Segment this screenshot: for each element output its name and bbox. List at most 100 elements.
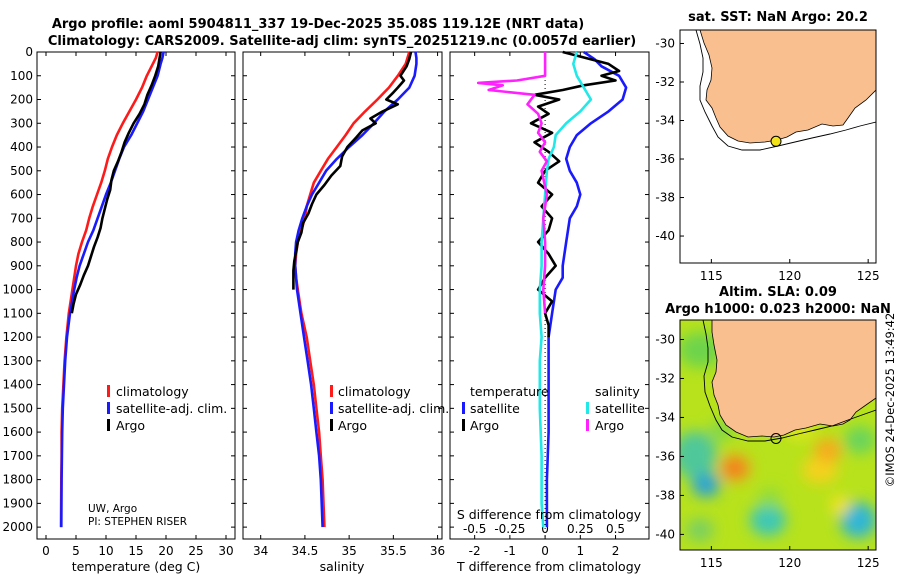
difference-axes <box>449 51 650 540</box>
map-y-tick-label: -40 <box>655 229 675 243</box>
x-tick-label: 34 <box>253 544 268 558</box>
y-tick-label: 2000 <box>2 520 33 534</box>
y-tick-label: 300 <box>10 116 33 130</box>
y-tick-label: 0 <box>25 45 33 59</box>
series-satellite-t <box>545 50 628 528</box>
map-y-tick-label: -30 <box>655 36 675 50</box>
legend-marker-argo-s <box>586 419 589 431</box>
x-tick-label: -1 <box>504 544 516 558</box>
sla-map-title-1: Altim. SLA: 0.09 <box>719 285 837 300</box>
title-line-1: Argo profile: aoml 5904811_337 19-Dec-20… <box>52 17 584 32</box>
y-tick-label: 700 <box>10 211 33 225</box>
y-tick-label: 100 <box>10 69 33 83</box>
s-tick-label: -0.5 <box>463 522 486 536</box>
x-tick-label: 34.5 <box>292 544 319 558</box>
map-y-tick-label: -34 <box>655 410 675 424</box>
argo-location-marker <box>770 135 782 147</box>
y-tick-label: 800 <box>10 235 33 249</box>
y-tick-label: 900 <box>10 259 33 273</box>
y-tick-label: 1800 <box>2 473 33 487</box>
difference-top-xlabel: S difference from climatology <box>457 507 642 522</box>
y-tick-label: 1600 <box>2 425 33 439</box>
x-tick-label: 1 <box>576 544 584 558</box>
map-x-tick-label: 120 <box>778 556 801 570</box>
x-tick-label: 10 <box>98 544 113 558</box>
temperature-legend: climatology satellite-adj. clim. Argo <box>107 384 227 433</box>
land-australia <box>699 30 876 144</box>
map-y-tick-label: -38 <box>655 488 675 502</box>
x-tick-label: 20 <box>158 544 173 558</box>
sla-map-ticks: 115 120 125 -30 -32 -34 -36 -38 -40 <box>655 332 879 570</box>
sst-map-frame <box>679 29 877 264</box>
difference-legend: temperature salinity satellite Argo sate… <box>462 384 645 433</box>
map-y-tick-label: -36 <box>655 449 675 463</box>
y-tick-label: 400 <box>10 140 33 154</box>
y-tick-label: 1900 <box>2 496 33 510</box>
y-tick-label: 1100 <box>2 306 33 320</box>
legend-header-salinity: salinity <box>595 384 640 399</box>
map-y-tick-label: -40 <box>655 527 675 541</box>
salinity-xlabel: salinity <box>320 559 365 574</box>
legend-climatology: climatology <box>116 384 189 399</box>
salinity-legend: climatology satellite-adj. clim. Argo <box>330 384 449 433</box>
credit-line-2: PI: STEPHEN RISER <box>88 516 187 528</box>
s-tick-label: -0.25 <box>494 522 525 536</box>
series-satellite-adj-clim <box>60 51 165 528</box>
legend-marker-argo-t <box>462 419 465 431</box>
legend-sat-t: satellite <box>470 401 520 416</box>
y-tick-label: 1500 <box>2 401 33 415</box>
sst-map-title: sat. SST: NaN Argo: 20.2 <box>688 10 868 25</box>
sla-map-panel: Altim. SLA: 0.09 Argo h1000: 0.023 h2000… <box>655 285 890 570</box>
sla-map-title-2: Argo h1000: 0.023 h2000: NaN <box>665 302 891 317</box>
s-tick-label: 0 <box>541 522 549 536</box>
map-x-tick-label: 115 <box>700 269 723 283</box>
legend-argo-t: Argo <box>470 418 499 433</box>
y-tick-label: 1200 <box>2 330 33 344</box>
x-tick-label: 15 <box>128 544 143 558</box>
credit-line-1: UW, Argo <box>88 503 137 515</box>
map-y-tick-label: -32 <box>655 371 675 385</box>
s-tick-label: 0.25 <box>567 522 594 536</box>
map-x-tick-label: 125 <box>857 556 880 570</box>
legend-marker-argo <box>107 419 110 431</box>
sst-map-ticks: 115 120 125 -30 -32 -34 -36 -38 -40 <box>655 36 879 283</box>
sst-contour-1000 <box>695 30 876 151</box>
legend-marker-sat-s <box>586 402 589 414</box>
series-argo <box>70 51 162 314</box>
temperature-panel: 0100200300400500600700800900100011001200… <box>2 45 235 558</box>
map-y-tick-label: -34 <box>655 114 675 128</box>
y-tick-label: 600 <box>10 188 33 202</box>
legend-satellite: satellite-adj. clim. <box>338 401 449 416</box>
legend-climatology: climatology <box>338 384 411 399</box>
x-tick-label: 35 <box>341 544 356 558</box>
y-tick-label: 200 <box>10 93 33 107</box>
map-y-tick-label: -36 <box>655 152 675 166</box>
legend-marker-argo <box>330 419 333 431</box>
x-tick-label: 30 <box>218 544 233 558</box>
legend-sat-s: satellite <box>595 401 645 416</box>
legend-argo: Argo <box>338 418 367 433</box>
series-climatology <box>293 51 411 528</box>
legend-argo: Argo <box>116 418 145 433</box>
x-tick-label: 0 <box>541 544 549 558</box>
legend-marker-climatology <box>330 385 333 397</box>
y-tick-label: 1700 <box>2 449 33 463</box>
difference-panel: -2 -1 0 1 2 -0.5 -0.25 0 0.25 0.5 <box>450 50 649 558</box>
legend-satellite: satellite-adj. clim. <box>116 401 227 416</box>
x-tick-label: 0 <box>42 544 50 558</box>
imos-timestamp: ©IMOS 24-Dec-2025 13:49:42 <box>883 313 897 488</box>
x-tick-label: 5 <box>72 544 80 558</box>
sst-map-panel: sat. SST: NaN Argo: 20.2 115 120 125 -30 -32… <box>655 10 879 283</box>
difference-xlabel: T difference from climatology <box>456 559 642 574</box>
legend-marker-sat-t <box>462 402 465 414</box>
salinity-axes <box>242 51 443 540</box>
map-x-tick-label: 115 <box>700 556 723 570</box>
legend-marker-climatology <box>107 385 110 397</box>
series-argo-s <box>476 52 549 314</box>
x-tick-label: 35.5 <box>380 544 407 558</box>
title-line-2: Climatology: CARS2009. Satellite-adj cli… <box>48 34 636 49</box>
series-satellite-adj-clim <box>293 51 418 528</box>
sla-map-frame <box>679 319 877 551</box>
legend-argo-s: Argo <box>595 418 624 433</box>
x-tick-label: 25 <box>188 544 203 558</box>
